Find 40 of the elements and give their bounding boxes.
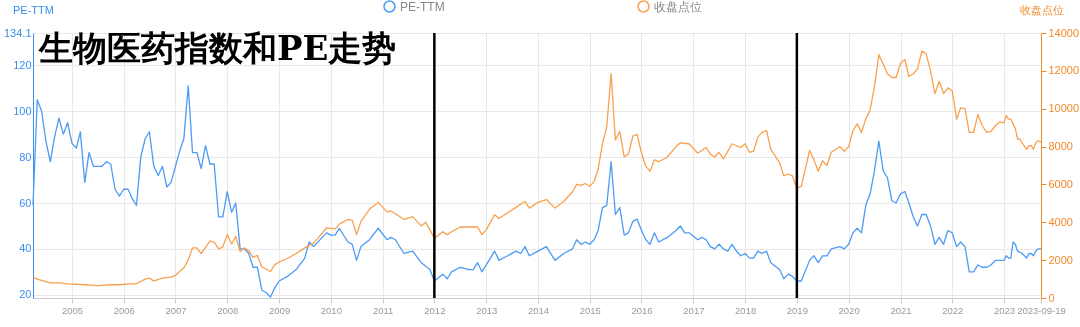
x-tick-label: 2008 bbox=[217, 304, 239, 316]
y-tick-label: 100 bbox=[13, 104, 32, 117]
y2-tick-label: 2000 bbox=[1048, 253, 1073, 266]
y2-axis-title: 收盘点位 bbox=[1019, 3, 1064, 16]
y-tick-label: 134.1 bbox=[3, 26, 32, 39]
x-tick-label: 2019 bbox=[786, 304, 808, 316]
x-tick-label: 2018 bbox=[735, 304, 757, 316]
y2-tick-label: 10000 bbox=[1048, 102, 1080, 115]
x-tick-label: 2020 bbox=[838, 304, 860, 316]
x-tick-label: 2013 bbox=[476, 304, 498, 316]
y2-tick-label: 4000 bbox=[1048, 215, 1073, 228]
x-tick-label: 2010 bbox=[320, 304, 342, 316]
legend-label: PE-TTM bbox=[400, 0, 445, 14]
legend-label: 收盘点位 bbox=[654, 0, 702, 14]
x-tick-label: 2009 bbox=[269, 304, 291, 316]
y2-tick-label: 6000 bbox=[1048, 177, 1073, 190]
x-tick-label: 2017 bbox=[683, 304, 705, 316]
y-axis-title: PE-TTM bbox=[13, 3, 54, 16]
y-tick-label: 40 bbox=[19, 242, 32, 255]
x-tick-label: 2023 bbox=[993, 304, 1016, 316]
y2-tick-label: 12000 bbox=[1048, 64, 1080, 77]
y-tick-label: 120 bbox=[13, 58, 32, 71]
y-tick-label: 60 bbox=[19, 196, 32, 209]
x-tick-label: 2023-09-19 bbox=[1017, 304, 1066, 316]
chart-title: 生物医药指数和PE走势 bbox=[38, 28, 397, 68]
x-tick-label: 2021 bbox=[890, 304, 912, 316]
x-tick-label: 2022 bbox=[942, 304, 964, 316]
y-tick-label: 20 bbox=[19, 288, 32, 301]
x-tick-label: 2014 bbox=[527, 304, 550, 316]
x-tick-label: 2016 bbox=[631, 304, 653, 316]
x-tick-label: 2007 bbox=[165, 304, 187, 316]
x-tick-label: 2011 bbox=[372, 304, 394, 316]
y2-tick-label: 14000 bbox=[1048, 26, 1080, 39]
y2-tick-label: 0 bbox=[1048, 291, 1055, 304]
x-tick-label: 2006 bbox=[113, 304, 135, 316]
y2-tick-label: 8000 bbox=[1048, 140, 1073, 153]
x-tick-label: 2015 bbox=[579, 304, 601, 316]
y-tick-label: 80 bbox=[19, 150, 32, 163]
x-tick-label: 2005 bbox=[61, 304, 84, 316]
x-tick-label: 2012 bbox=[424, 304, 446, 316]
